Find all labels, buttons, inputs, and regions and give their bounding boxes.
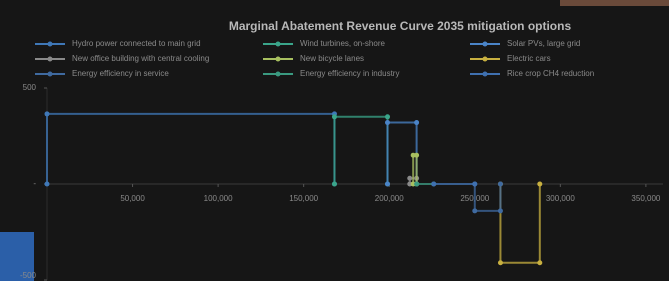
legend-marker — [276, 42, 281, 47]
chart: Marginal Abatement Revenue Curve 2035 mi… — [0, 0, 669, 281]
data-point — [45, 182, 50, 187]
y-tick-label: -500 — [20, 271, 37, 280]
legend-label: New bicycle lanes — [300, 54, 364, 63]
legend-marker — [483, 57, 488, 62]
data-point — [537, 182, 542, 187]
x-tick-label: 350,000 — [631, 194, 660, 203]
legend-label: Electric cars — [507, 54, 551, 63]
x-tick-label: 150,000 — [289, 194, 318, 203]
data-point — [332, 182, 337, 187]
data-point — [498, 182, 503, 187]
legend-label: Rice crop CH4 reduction — [507, 69, 594, 78]
data-point — [385, 114, 390, 119]
legend-label: Energy efficiency in industry — [300, 69, 399, 78]
data-point — [385, 182, 390, 187]
y-tick-label: 500 — [23, 83, 37, 92]
data-point — [414, 182, 419, 187]
data-point — [498, 260, 503, 265]
x-tick-label: 300,000 — [546, 194, 575, 203]
data-point — [472, 182, 477, 187]
data-point — [537, 260, 542, 265]
data-point — [45, 111, 50, 116]
legend-marker — [48, 57, 53, 62]
top-decoration — [560, 0, 669, 6]
data-point — [385, 120, 390, 125]
data-point — [431, 182, 436, 187]
legend-marker — [483, 42, 488, 47]
chart-title: Marginal Abatement Revenue Curve 2035 mi… — [229, 19, 572, 33]
legend-label: Hydro power connected to main grid — [72, 39, 201, 48]
data-point — [498, 208, 503, 213]
legend-marker — [48, 72, 53, 77]
data-point — [472, 208, 477, 213]
legend-label: Energy efficiency in service — [72, 69, 169, 78]
data-point — [414, 153, 419, 158]
x-tick-label: 100,000 — [204, 194, 233, 203]
legend-label: New office building with central cooling — [72, 54, 209, 63]
legend-label: Wind turbines, on-shore — [300, 39, 385, 48]
x-tick-label: 50,000 — [120, 194, 145, 203]
legend-marker — [276, 57, 281, 62]
legend-marker — [48, 42, 53, 47]
data-point — [332, 114, 337, 119]
data-point — [407, 176, 412, 181]
legend-label: Solar PVs, large grid — [507, 39, 580, 48]
x-tick-label: 200,000 — [375, 194, 404, 203]
legend-marker — [276, 72, 281, 77]
legend-marker — [483, 72, 488, 77]
data-point — [414, 120, 419, 125]
y-tick-label: - — [33, 179, 36, 188]
